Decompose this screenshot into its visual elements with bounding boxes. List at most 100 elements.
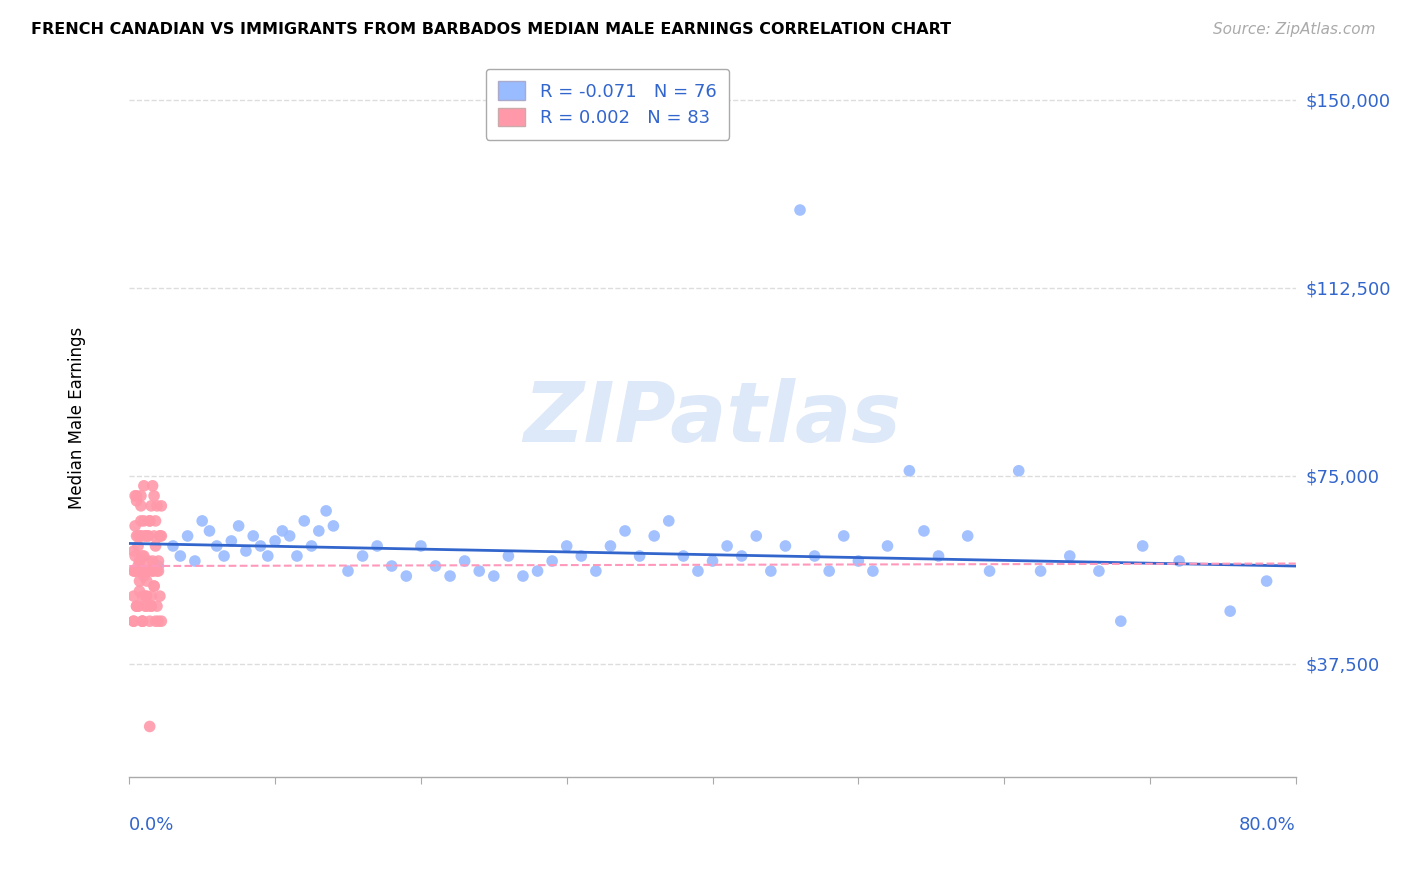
Point xyxy=(212,549,235,563)
Point xyxy=(142,479,165,493)
Point xyxy=(278,529,301,543)
Point xyxy=(128,564,150,578)
Point xyxy=(191,514,214,528)
Point xyxy=(143,579,166,593)
Point xyxy=(150,614,173,628)
Point xyxy=(131,589,153,603)
Point xyxy=(686,564,709,578)
Point xyxy=(122,589,145,603)
Point xyxy=(146,599,169,614)
Point xyxy=(702,554,724,568)
Point xyxy=(468,564,491,578)
Point xyxy=(122,614,145,628)
Point xyxy=(132,479,155,493)
Point xyxy=(235,544,257,558)
Point xyxy=(129,529,152,543)
Point xyxy=(124,564,146,578)
Point xyxy=(127,529,149,543)
Point xyxy=(555,539,578,553)
Point xyxy=(337,564,360,578)
Point xyxy=(128,574,150,588)
Point xyxy=(832,529,855,543)
Point xyxy=(128,554,150,568)
Point xyxy=(242,529,264,543)
Point xyxy=(122,564,145,578)
Point xyxy=(145,514,167,528)
Point xyxy=(876,539,898,553)
Text: Median Male Earnings: Median Male Earnings xyxy=(67,327,86,509)
Point xyxy=(498,549,520,563)
Point xyxy=(124,519,146,533)
Point xyxy=(135,564,157,578)
Point xyxy=(125,529,148,543)
Point xyxy=(127,599,149,614)
Point xyxy=(138,514,160,528)
Point xyxy=(148,614,170,628)
Point xyxy=(381,559,404,574)
Point xyxy=(731,549,754,563)
Text: 0.0%: 0.0% xyxy=(129,816,174,834)
Point xyxy=(1059,549,1081,563)
Point xyxy=(131,549,153,563)
Point xyxy=(134,599,156,614)
Point xyxy=(134,529,156,543)
Point xyxy=(315,504,337,518)
Text: Source: ZipAtlas.com: Source: ZipAtlas.com xyxy=(1212,22,1375,37)
Point xyxy=(129,529,152,543)
Point xyxy=(150,529,173,543)
Point xyxy=(322,519,344,533)
Point xyxy=(124,564,146,578)
Point xyxy=(366,539,388,553)
Point xyxy=(818,564,841,578)
Point xyxy=(482,569,505,583)
Point xyxy=(956,529,979,543)
Point xyxy=(803,549,825,563)
Point xyxy=(138,614,160,628)
Point xyxy=(149,589,172,603)
Point xyxy=(124,489,146,503)
Point xyxy=(132,549,155,563)
Point xyxy=(599,539,621,553)
Point xyxy=(131,614,153,628)
Point xyxy=(138,514,160,528)
Point xyxy=(979,564,1001,578)
Point xyxy=(132,564,155,578)
Point xyxy=(672,549,695,563)
Point xyxy=(569,549,592,563)
Point xyxy=(122,614,145,628)
Point xyxy=(1109,614,1132,628)
Point xyxy=(1132,539,1154,553)
Point xyxy=(135,574,157,588)
Point xyxy=(132,569,155,583)
Point xyxy=(271,524,294,538)
Point xyxy=(136,554,159,568)
Point xyxy=(145,539,167,553)
Point xyxy=(614,524,637,538)
Point xyxy=(249,539,271,553)
Point xyxy=(141,499,163,513)
Point xyxy=(221,533,243,548)
Point xyxy=(789,202,811,217)
Point xyxy=(134,529,156,543)
Point xyxy=(846,554,869,568)
Point xyxy=(205,539,228,553)
Point xyxy=(198,524,221,538)
Point xyxy=(1256,574,1278,588)
Point xyxy=(136,529,159,543)
Point xyxy=(759,564,782,578)
Point xyxy=(912,524,935,538)
Point xyxy=(135,599,157,614)
Point xyxy=(512,569,534,583)
Point xyxy=(352,549,374,563)
Point xyxy=(148,559,170,574)
Point xyxy=(162,539,184,553)
Point xyxy=(146,499,169,513)
Point xyxy=(148,564,170,578)
Legend: R = -0.071   N = 76, R = 0.002   N = 83: R = -0.071 N = 76, R = 0.002 N = 83 xyxy=(485,69,730,140)
Point xyxy=(285,549,308,563)
Point xyxy=(292,514,315,528)
Point xyxy=(395,569,418,583)
Point xyxy=(775,539,797,553)
Point xyxy=(129,489,152,503)
Point xyxy=(862,564,884,578)
